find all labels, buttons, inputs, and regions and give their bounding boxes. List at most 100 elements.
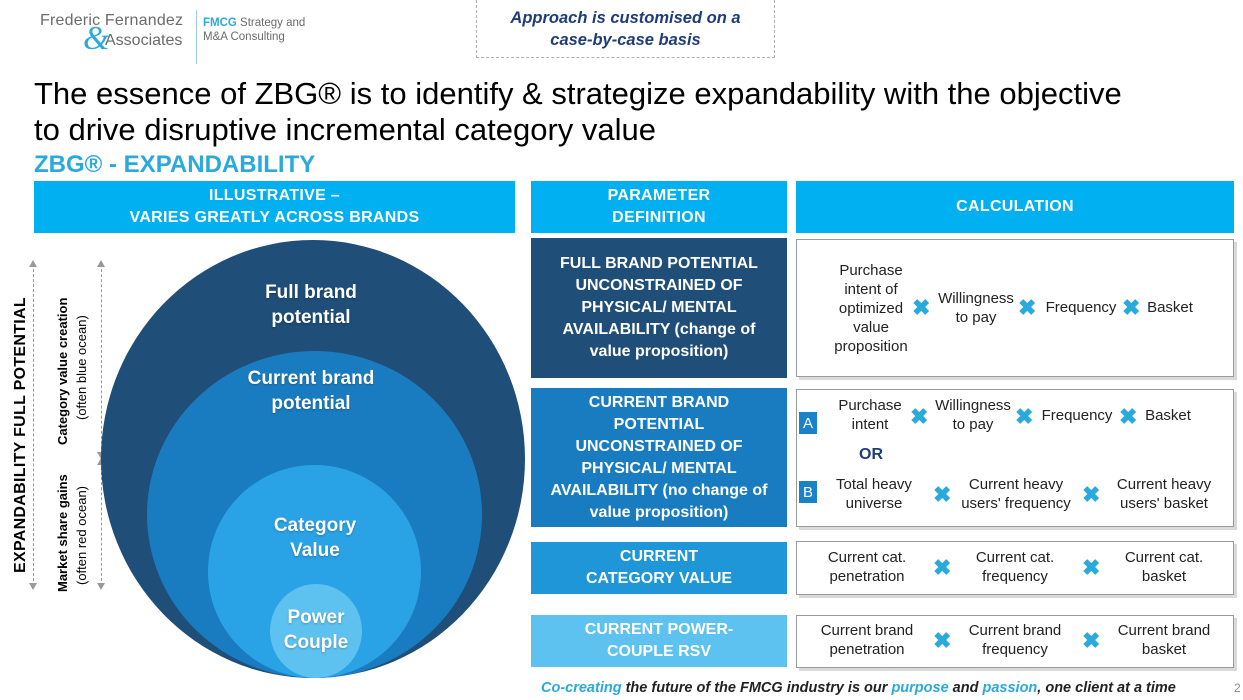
param-current-power-couple-rsv: CURRENT POWER- COUPLE RSV: [531, 615, 787, 667]
arrow-head-up-icon: [97, 260, 105, 267]
param-line: AVAILABILITY (change of: [562, 321, 756, 338]
param-line: POTENTIAL: [613, 415, 705, 433]
calc-term-line: to pay: [955, 309, 997, 326]
page-number: 2: [1234, 681, 1241, 695]
param-line: CURRENT: [619, 548, 699, 565]
calc-current-power-couple-rsv: Current brand penetration ✖ Current bran…: [796, 615, 1234, 668]
multiply-icon: ✖: [1122, 295, 1141, 320]
logo-ampersand: &: [83, 20, 110, 57]
calc-term-line: Willingness: [935, 397, 1011, 414]
calc-term: Willingness to pay: [929, 396, 1017, 434]
calc-term: Current heavy users' frequency: [953, 475, 1079, 513]
option-a-badge: A: [799, 412, 817, 434]
logo-tagline-line2: M&A Consulting: [203, 31, 285, 43]
multiply-icon: ✖: [1082, 555, 1101, 580]
calc-term-line: Current cat.: [1124, 549, 1204, 566]
power-couple-label: Power Couple: [266, 605, 366, 655]
logo-tagline-line1: FMCG Strategy and: [203, 17, 306, 29]
calc-term: Basket: [1147, 299, 1193, 316]
calc-term: Frequency: [1045, 299, 1117, 316]
calc-term: Purchase intent: [829, 396, 911, 434]
multiply-icon: ✖: [912, 295, 931, 320]
current-brand-label-line1: Current brand: [247, 368, 375, 389]
calc-term-line: Purchase: [838, 397, 902, 414]
approach-note-line1: Approach is customised on a: [510, 9, 741, 27]
param-line: UNCONSTRAINED OF: [575, 437, 743, 455]
multiply-icon: ✖: [1119, 404, 1138, 429]
calc-full-brand-potential: Purchase intent of optimized value propo…: [796, 239, 1234, 377]
option-b-badge: B: [799, 481, 817, 503]
calc-term: Current cat. frequency: [961, 548, 1069, 586]
param-line: CURRENT BRAND: [588, 393, 730, 411]
calc-current-brand-potential: A Purchase intent ✖ Willingness to pay ✖…: [796, 389, 1234, 527]
calc-term: Frequency: [1041, 407, 1113, 424]
param-full-brand-potential: FULL BRAND POTENTIAL UNCONSTRAINED OF PH…: [531, 238, 787, 378]
calc-term-line: value: [853, 319, 889, 336]
calc-term: Current brand basket: [1105, 621, 1223, 659]
category-value-label-line1: Category: [273, 515, 357, 536]
param-line: AVAILABILITY (no change of: [550, 481, 768, 499]
calc-term-line: Current brand: [820, 622, 914, 639]
calc-term-line: users' basket: [1120, 495, 1208, 512]
calc-term-line: basket: [1141, 641, 1187, 658]
calc-term: Total heavy universe: [827, 475, 921, 513]
calc-term-line: proposition: [834, 338, 908, 355]
footer-text: and: [948, 680, 983, 696]
calc-term: Current brand penetration: [809, 621, 925, 659]
multiply-icon: ✖: [910, 404, 929, 429]
logo-name-line2: Associates: [105, 32, 183, 49]
calc-term-line: intent of: [844, 281, 898, 298]
param-current-brand-potential: CURRENT BRAND POTENTIAL UNCONSTRAINED OF…: [531, 388, 787, 527]
calc-term: Purchase intent of optimized value propo…: [821, 261, 921, 356]
category-creation-sublabel: (often blue ocean): [74, 315, 89, 420]
calc-term-line: optimized: [838, 300, 904, 317]
calc-term-line: basket: [1141, 568, 1187, 585]
logo-name-line1: Frederic Fernandez: [40, 12, 184, 29]
calc-term-line: to pay: [952, 416, 994, 433]
calc-term: Current cat. penetration: [815, 548, 919, 586]
footer-tagline: Co-creating the future of the FMCG indus…: [541, 680, 1176, 696]
calc-term: Current brand frequency: [957, 621, 1073, 659]
calc-term-line: intent: [851, 416, 889, 433]
param-line: PHYSICAL/ MENTAL: [581, 459, 737, 477]
calc-term-line: Current cat.: [827, 549, 907, 566]
full-brand-label-line2: potential: [271, 307, 351, 328]
calc-term-line: penetration: [829, 568, 905, 585]
param-current-category-value: CURRENT CATEGORY VALUE: [531, 542, 787, 594]
parameter-header-line2: DEFINITION: [612, 209, 706, 226]
category-creation-arrow: [101, 264, 102, 454]
calculation-header: CALCULATION: [796, 181, 1234, 233]
multiply-icon: ✖: [1015, 404, 1034, 429]
power-couple-circle: [270, 584, 362, 678]
footer-highlight: purpose: [891, 680, 949, 696]
share-gains-label: Market share gains: [55, 474, 70, 592]
footer-text: , one client at a time: [1037, 680, 1176, 696]
calc-term-line: Current brand: [1117, 622, 1211, 639]
full-brand-label: Full brand potential: [211, 280, 411, 330]
calc-term-line: users' frequency: [961, 495, 1071, 512]
param-line: value proposition): [589, 503, 729, 521]
calc-term-line: Current cat.: [975, 549, 1055, 566]
calc-term-line: Current brand: [968, 622, 1062, 639]
param-line: CATEGORY VALUE: [585, 570, 733, 587]
calc-term-line: frequency: [982, 568, 1048, 585]
param-line: value proposition): [589, 343, 729, 360]
category-value-label-line2: Value: [290, 540, 340, 561]
current-brand-label: Current brand potential: [211, 366, 411, 416]
multiply-icon: ✖: [933, 482, 952, 507]
calc-term: Willingness to pay: [931, 289, 1021, 327]
multiply-icon: ✖: [1018, 295, 1037, 320]
arrow-head-up-icon: [29, 260, 37, 267]
approach-note-line2: case-by-case basis: [550, 31, 701, 49]
multiply-icon: ✖: [1082, 628, 1101, 653]
illustrative-header-line1: ILLUSTRATIVE –: [208, 187, 341, 204]
axis-main-label: EXPANDABILITY FULL POTENTIAL: [12, 297, 29, 573]
param-line: PHYSICAL/ MENTAL: [581, 299, 737, 316]
category-value-label: Category Value: [215, 513, 415, 563]
multiply-icon: ✖: [1082, 482, 1101, 507]
param-line: FULL BRAND POTENTIAL: [560, 255, 758, 272]
calc-term-line: Current heavy: [968, 476, 1064, 493]
calc-term-line: Total heavy: [836, 476, 912, 493]
page-title-line2: to drive disruptive incremental category…: [34, 112, 657, 147]
parameter-header: PARAMETER DEFINITION: [531, 181, 787, 233]
